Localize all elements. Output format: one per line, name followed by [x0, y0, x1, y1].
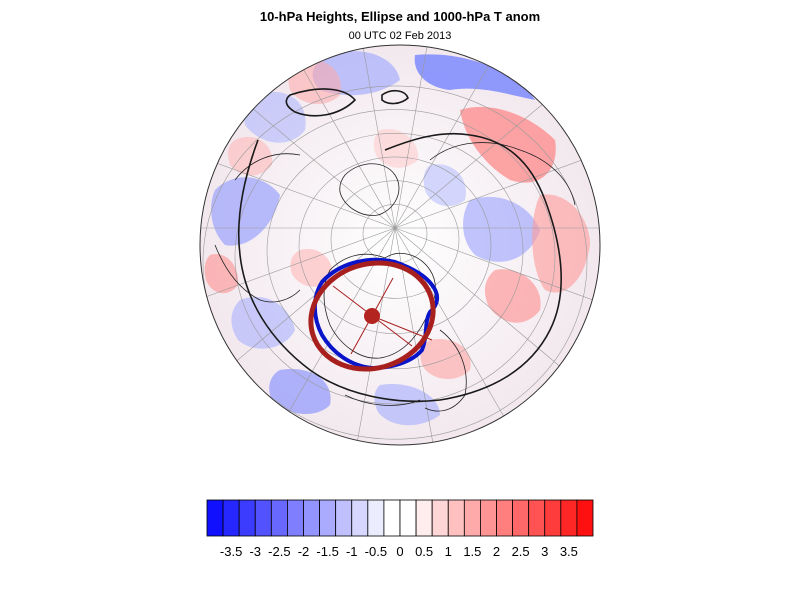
- colorbar-box: [238, 499, 256, 537]
- colorbar-box: [335, 499, 353, 537]
- colorbar-tick-labels: -3.5 -3 -2.5 -2 -1.5 -1 -0.5 0 0.5 1 1.5 2 2.5 3 3.5: [220, 544, 578, 559]
- colorbar-box: [480, 499, 497, 537]
- ellipse-center: [364, 308, 380, 324]
- colorbar-tick-label: -3: [249, 544, 261, 559]
- colorbar-box: [399, 499, 417, 537]
- colorbar-box: [222, 499, 240, 537]
- colorbar-box: [496, 499, 513, 537]
- temperature-anomaly-field: [204, 51, 590, 426]
- meridian-line: [394, 45, 441, 229]
- colorbar-tick-label: -0.5: [365, 544, 387, 559]
- meridian-line: [200, 227, 396, 318]
- colorbar-box: [544, 499, 562, 537]
- map-title: 10-hPa Heights, Ellipse and 1000-hPa T a…: [259, 9, 541, 24]
- latitude-circle: [266, 132, 524, 370]
- colorbar-box: [415, 499, 433, 537]
- colorbar-tick-label: 1.5: [463, 544, 481, 559]
- colorbar-box: [254, 499, 272, 537]
- colorbar-box: [287, 499, 304, 537]
- anomaly-patch: [463, 196, 540, 262]
- anomaly-patch: [227, 136, 273, 176]
- colorbar-tick-label: 1: [445, 544, 452, 559]
- meridian-line: [200, 138, 396, 229]
- vortex-edge-contour: [312, 257, 439, 370]
- height-contour: [285, 88, 357, 117]
- ellipse-axis-extension: [371, 315, 433, 341]
- colorbar-tick-label: 3.5: [560, 544, 578, 559]
- anomaly-patch: [244, 91, 306, 143]
- coastline: [339, 163, 400, 216]
- colorbar-tick-label: 2.5: [512, 544, 530, 559]
- colorbar-box: [351, 499, 369, 537]
- coastline: [234, 153, 301, 181]
- colorbar-boxes: [206, 499, 594, 537]
- coastline: [344, 394, 421, 406]
- colorbar-tick-label: -2: [298, 544, 310, 559]
- latitude-circle: [330, 180, 460, 299]
- meridian-line: [394, 227, 526, 445]
- colorbar-tick-label: -1.5: [316, 544, 338, 559]
- anomaly-patch: [423, 164, 466, 207]
- anomaly-patch: [204, 254, 239, 294]
- meridian-line: [349, 45, 396, 229]
- colorbar-box: [512, 499, 530, 537]
- colorbar-tick-label: -2.5: [268, 544, 290, 559]
- colorbar-tick-label: 0: [396, 544, 403, 559]
- colorbar-box: [463, 499, 481, 537]
- colorbar-tick-label: -3.5: [220, 544, 242, 559]
- colorbar-box: [447, 499, 465, 537]
- coastline: [323, 253, 436, 359]
- height-contour: [381, 89, 409, 105]
- latitude-circle: [202, 85, 588, 440]
- colorbar-box: [576, 499, 594, 537]
- anomaly-patch: [269, 369, 331, 415]
- anomaly-patch: [231, 296, 295, 349]
- colorbar-tick-label: 3: [541, 544, 548, 559]
- coastlines: [214, 142, 576, 412]
- anomaly-patch: [414, 54, 535, 100]
- colorbar-box: [528, 499, 546, 537]
- height-contour: [237, 132, 562, 403]
- anomaly-patch: [532, 194, 590, 293]
- latitude-circle: [234, 109, 556, 405]
- map-subtitle: 00 UTC 02 Feb 2013: [348, 30, 452, 42]
- colorbar-tick-label: -1: [346, 544, 358, 559]
- height-contours: [237, 88, 562, 403]
- anomaly-patch: [374, 384, 440, 426]
- colorbar-box: [206, 499, 224, 537]
- coastline: [214, 244, 301, 303]
- anomaly-patch: [211, 177, 280, 246]
- globe-outline: [199, 44, 601, 446]
- anomaly-patch: [460, 106, 556, 183]
- colorbar-tick-label: 2: [493, 544, 500, 559]
- vortex-ellipse: [308, 260, 436, 372]
- colorbar-box: [270, 499, 288, 537]
- colorbar-tick-label: 0.5: [415, 544, 433, 559]
- anomaly-patch: [290, 249, 333, 287]
- colorbar-box: [383, 499, 401, 537]
- colorbar-box: [560, 499, 578, 537]
- coastline: [429, 142, 576, 206]
- colorbar-box: [319, 499, 337, 537]
- meridian-line: [264, 45, 396, 229]
- colorbar-box: [431, 499, 449, 537]
- anomaly-patch: [484, 269, 541, 323]
- colorbar-box: [303, 499, 320, 537]
- colorbar-box: [367, 499, 385, 537]
- meridian-line: [394, 45, 526, 229]
